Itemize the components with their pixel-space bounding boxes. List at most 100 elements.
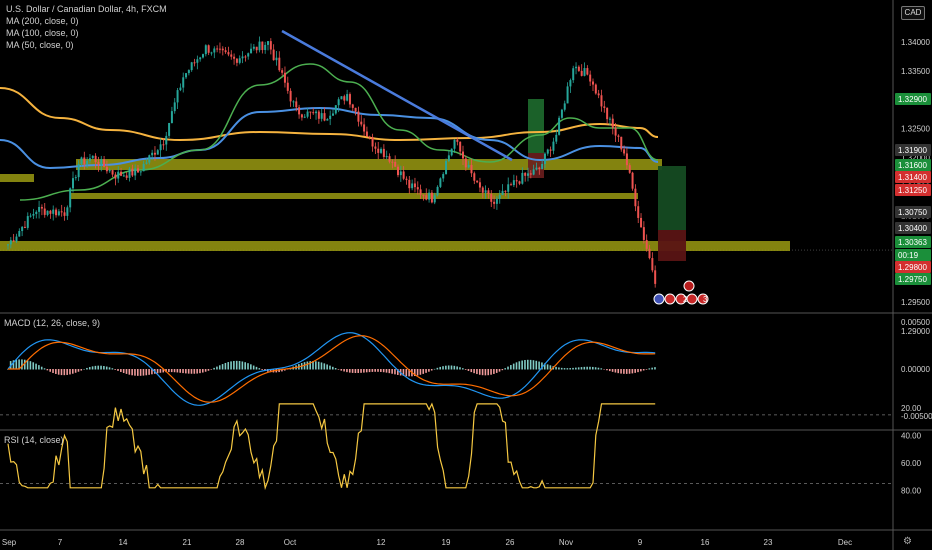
candle-body[interactable] [196,59,199,63]
candle-body[interactable] [631,172,634,189]
currency-button[interactable]: CAD [901,6,925,20]
sr-zone[interactable] [76,159,662,170]
candle-body[interactable] [134,168,137,176]
candle-body[interactable] [295,101,298,108]
candle-body[interactable] [145,162,148,164]
candle-body[interactable] [428,192,431,200]
candle-body[interactable] [168,123,171,136]
price-tag[interactable] [895,206,931,218]
candle-body[interactable] [60,211,63,213]
candle-body[interactable] [103,159,106,167]
candle-body[interactable] [179,87,182,91]
position-loss-box[interactable] [658,230,686,261]
candle-body[interactable] [532,169,535,175]
candle-body[interactable] [501,190,504,196]
price-tag[interactable] [895,261,931,273]
candle-body[interactable] [241,56,244,59]
candle-body[interactable] [512,180,515,186]
candle-body[interactable] [487,190,490,195]
candle-body[interactable] [445,160,448,175]
candle-body[interactable] [332,113,334,116]
candle-body[interactable] [529,173,532,175]
event-marker-icon[interactable] [664,293,676,305]
ma100-line[interactable] [0,106,659,170]
candle-body[interactable] [190,62,193,71]
price-tag[interactable] [895,159,931,171]
candle-body[interactable] [462,151,464,159]
candle-body[interactable] [156,150,159,155]
candle-body[interactable] [600,95,603,107]
candle-body[interactable] [298,107,301,115]
candle-body[interactable] [360,121,363,125]
candle-body[interactable] [269,41,272,50]
candle-body[interactable] [623,149,626,154]
price-tag[interactable] [895,236,931,248]
candle-body[interactable] [309,111,312,113]
candle-body[interactable] [510,184,513,186]
candle-body[interactable] [354,107,357,112]
position-profit-box[interactable] [658,166,686,230]
candle-body[interactable] [202,54,204,58]
candle-body[interactable] [66,207,69,216]
candle-body[interactable] [411,183,414,189]
candle-body[interactable] [651,258,654,271]
candle-body[interactable] [493,201,496,204]
candle-body[interactable] [363,124,366,132]
candle-body[interactable] [100,159,103,166]
candle-body[interactable] [306,111,309,117]
candle-body[interactable] [216,48,219,50]
candle-body[interactable] [478,182,481,188]
candle-body[interactable] [340,96,343,100]
candle-body[interactable] [365,131,368,137]
candle-body[interactable] [286,82,289,91]
candle-body[interactable] [385,156,388,158]
candle-body[interactable] [473,173,476,181]
candle-body[interactable] [329,115,332,120]
candle-body[interactable] [77,163,80,178]
candle-body[interactable] [391,161,394,163]
candle-body[interactable] [244,56,247,58]
candle-body[interactable] [57,211,60,216]
candle-body[interactable] [388,156,391,162]
candle-body[interactable] [227,52,230,55]
candle-body[interactable] [283,72,286,83]
candle-body[interactable] [439,178,442,187]
candle-body[interactable] [72,178,74,189]
candle-body[interactable] [235,58,238,63]
candle-body[interactable] [405,178,408,180]
candle-body[interactable] [21,226,24,232]
candle-body[interactable] [538,167,541,170]
candle-body[interactable] [552,141,555,151]
candle-body[interactable] [425,195,428,200]
candle-body[interactable] [374,146,377,149]
candle-body[interactable] [29,215,32,217]
candle-body[interactable] [640,217,643,228]
candle-body[interactable] [80,157,83,164]
candle-body[interactable] [315,111,318,114]
candle-body[interactable] [563,103,566,110]
candle-body[interactable] [447,155,450,161]
rsi-line[interactable] [7,402,656,491]
candle-body[interactable] [453,139,456,149]
candle-body[interactable] [264,44,267,51]
candle-body[interactable] [527,173,529,176]
candle-body[interactable] [207,45,210,53]
candle-body[interactable] [464,158,467,168]
candle-body[interactable] [346,94,349,101]
event-marker-icon[interactable] [675,293,687,305]
candle-body[interactable] [617,135,620,137]
candle-body[interactable] [267,41,269,45]
candle-body[interactable] [117,171,120,179]
candle-body[interactable] [645,239,648,249]
candle-body[interactable] [38,206,41,212]
candle-body[interactable] [555,134,558,142]
price-tag[interactable] [895,273,931,285]
candle-body[interactable] [560,109,563,118]
candle-body[interactable] [86,160,89,165]
candle-body[interactable] [88,158,91,161]
sr-zone[interactable] [70,193,638,199]
candle-body[interactable] [125,175,128,178]
candle-body[interactable] [597,93,600,96]
candle-body[interactable] [224,50,227,53]
